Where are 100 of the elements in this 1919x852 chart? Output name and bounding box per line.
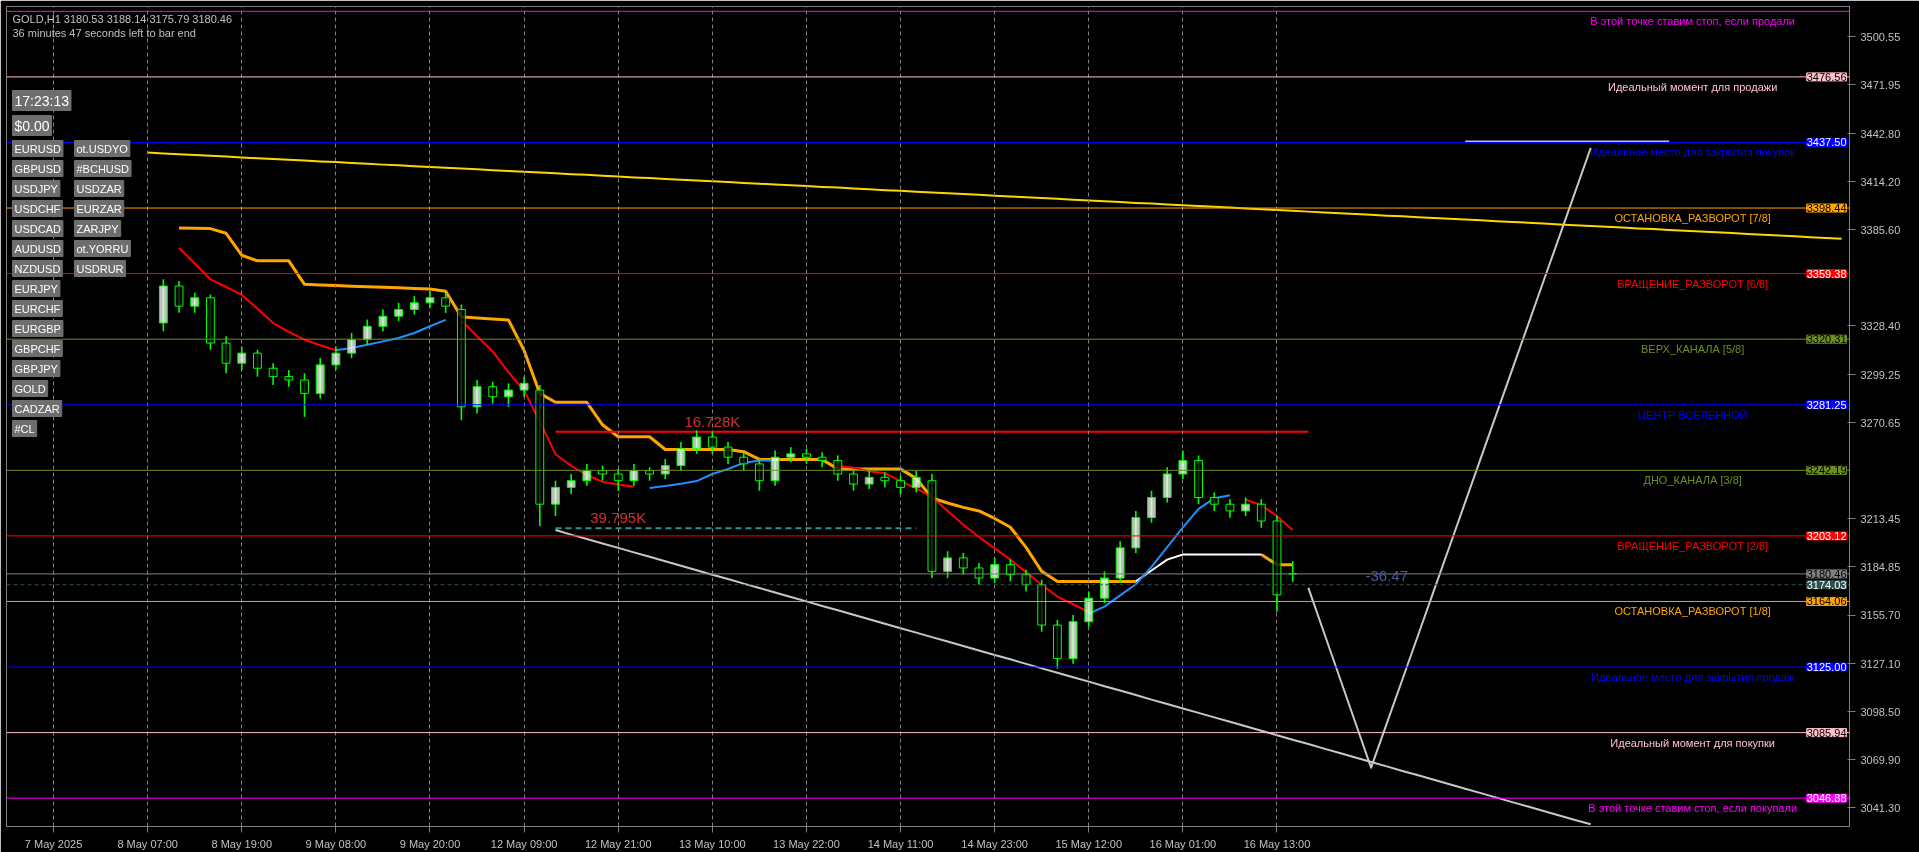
candlestick [268,362,278,386]
annotation: AUDUSD [14,242,62,255]
candlestick [300,372,309,418]
candlestick [1178,449,1188,480]
annotation: $0.00 [14,117,50,134]
annotation: GBPUSD [14,162,62,175]
candlestick [174,280,184,314]
annotation: USDCAD [14,222,62,235]
annotation: USDRUR [76,262,124,275]
candlestick [849,468,858,492]
annotation: USDJPY [14,182,59,195]
annotation: 17:23:13 [14,92,70,109]
ref-line-label: 3046.88 [1806,792,1847,805]
y-tick-label: 3328.40 [1860,319,1901,332]
x-tick-label: 8 May 19:00 [211,837,273,850]
annotation: USDZAR [76,182,122,195]
candlestick [1256,498,1266,529]
annotation: ot.USDYO [76,142,129,155]
candlestick [1225,498,1235,519]
candlestick [441,291,451,314]
candlestick [362,318,372,346]
x-tick-label: 12 May 09:00 [490,837,558,850]
candlestick [707,431,717,455]
annotation: EURUSD [14,142,62,155]
candlestick [692,429,702,455]
candlestick [394,301,404,323]
ref-line-label: 3164.06 [1806,595,1847,608]
candlestick [1100,570,1109,605]
x-tick-label: 14 May 23:00 [961,837,1028,850]
candlestick [833,454,843,482]
y-tick-label: 3385.60 [1860,223,1901,236]
annotation: EURGBP [14,322,61,335]
y-tick-label: 3213.45 [1860,512,1901,525]
annotation: EURJPY [14,282,59,295]
ref-line-label: 3174.03 [1806,578,1847,591]
annotation: ВРАЩЕНИЕ_РАЗВОРОТ [2/8] [1617,539,1769,552]
candlestick [896,474,905,495]
candlestick [911,469,921,494]
annotation: CADZAR [14,402,60,415]
y-tick-label: 3299.25 [1860,368,1901,381]
ref-line-label: 3320.31 [1806,333,1847,346]
ref-line-label: 3242.19 [1806,464,1847,477]
annotation: -36.47 [1365,567,1409,585]
candlestick [739,451,749,472]
annotation: В этой точке ставим стоп, если продали [1590,15,1795,28]
candlestick [378,308,388,333]
candlestick [221,335,231,375]
candlestick [409,295,419,316]
candlestick [582,463,592,487]
candlestick [519,375,529,398]
annotation: USDCHF [14,202,61,215]
candlestick [331,345,341,371]
x-tick-label: 12 May 21:00 [584,837,652,850]
ref-line-label: 3203.12 [1806,529,1847,542]
annotation: #BCHUSD [76,162,130,175]
x-tick-label: 15 May 12:00 [1055,837,1123,850]
candlestick [880,471,890,489]
candlestick [676,441,686,472]
candlestick [488,380,498,405]
candlestick [237,345,247,371]
y-tick-label: 3098.50 [1860,705,1901,718]
annotation: GOLD [14,382,46,395]
ref-line-label: 3398.44 [1806,202,1847,215]
x-tick-label: 7 May 2025 [24,837,83,850]
ref-line-label: 3359.38 [1806,267,1847,280]
annotation: Идеальное место для закрытия продаж [1591,671,1795,684]
x-tick-label: 14 May 11:00 [867,837,934,850]
line-series [1134,553,1263,583]
annotation: ДНО_КАНАЛА [3/8] [1643,474,1742,487]
candlestick [958,552,968,576]
text: #CL [14,422,35,435]
candlestick [551,479,560,517]
annotation: 39.795K [590,509,647,527]
ref-line-label: 3476.56 [1806,70,1847,83]
candlestick [1021,568,1031,593]
y-tick-label: 3414.20 [1860,175,1901,188]
annotation: GBPJPY [14,362,59,375]
x-tick-label: 13 May 22:00 [773,837,840,850]
text: 36 minutes 47 seconds left to bar end [12,26,196,39]
ref-line-label: 3437.50 [1806,136,1847,149]
text: GOLD,H1 3180.53 3188.14 3175.79 3180.46 [12,12,233,25]
candlestick [754,458,764,492]
candlestick [613,468,623,492]
annotation: Идеальное место для закрытия покупок [1590,146,1796,159]
x-tick-label: 16 May 13:00 [1243,837,1311,850]
y-tick-label: 3270.65 [1860,416,1901,429]
annotation: EURCHF [14,302,61,315]
x-tick-label: 16 May 01:00 [1149,837,1217,850]
candlestick [253,348,262,378]
ref-line-label: 3281.25 [1806,398,1847,411]
annotation: ВРАЩЕНИЕ_РАЗВОРОТ [6/8] [1617,277,1769,290]
y-tick-label: 3041.30 [1860,801,1901,814]
annotation: ot.YORRU [76,242,129,255]
ref-line-label: 3180.46 [1806,567,1847,580]
annotation: ZARJPY [76,222,120,235]
candlestick [1162,466,1172,504]
annotation: NZDUSD [14,262,61,275]
candlestick [723,441,733,465]
x-tick-label: 8 May 07:00 [117,837,178,850]
candlestick [504,382,513,408]
